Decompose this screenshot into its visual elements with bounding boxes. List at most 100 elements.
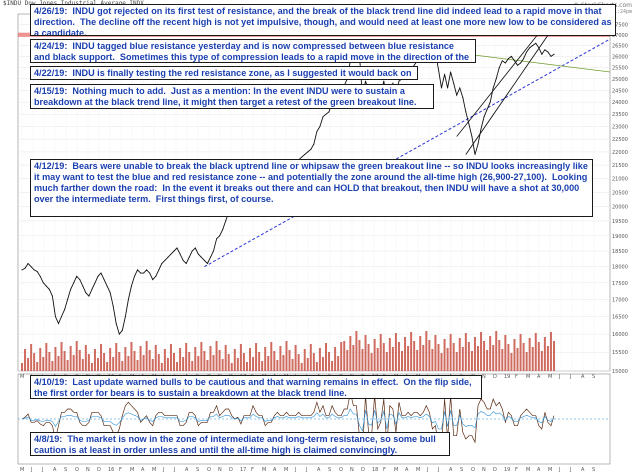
price-point bbox=[203, 259, 205, 261]
x-tick-label: D bbox=[493, 374, 497, 380]
note-4-15: 4/15/19: Nothing much to add. Just as a … bbox=[30, 84, 434, 109]
price-point bbox=[88, 295, 90, 297]
x-tick-label-lower: A bbox=[141, 467, 145, 473]
y-tick-label: 25000 bbox=[612, 77, 628, 83]
volume-bar bbox=[510, 353, 513, 371]
volume-bar bbox=[221, 359, 224, 371]
x-tick-label-lower: N bbox=[218, 467, 222, 473]
price-point bbox=[541, 53, 543, 55]
volume-bar bbox=[349, 336, 352, 371]
x-tick-label: M bbox=[548, 374, 552, 380]
volume-bar bbox=[407, 346, 410, 371]
x-tick-label: J bbox=[558, 374, 560, 380]
price-point bbox=[140, 272, 142, 274]
x-tick-label-lower: M bbox=[548, 467, 552, 473]
y-tick-label: 19000 bbox=[612, 234, 628, 240]
volume-bar bbox=[477, 346, 479, 371]
price-point bbox=[64, 309, 66, 311]
volume-bar bbox=[394, 333, 397, 371]
volume-bar bbox=[166, 358, 169, 371]
x-tick-label: 19 bbox=[504, 374, 510, 380]
price-point bbox=[319, 126, 321, 128]
price-point bbox=[553, 53, 555, 55]
price-point bbox=[109, 292, 111, 294]
volume-bar bbox=[522, 343, 525, 371]
price-point bbox=[468, 123, 470, 125]
note-4-8: 4/8/19: The market is now in the zone of… bbox=[30, 432, 450, 456]
volume-bar bbox=[36, 362, 39, 371]
volume-bar bbox=[261, 361, 264, 371]
price-point bbox=[517, 64, 519, 66]
y-tick-label: 23500 bbox=[612, 112, 628, 118]
price-point bbox=[82, 285, 84, 287]
price-point bbox=[365, 80, 367, 82]
volume-bar bbox=[446, 348, 449, 371]
volume-bar bbox=[291, 359, 294, 371]
volume-bar bbox=[21, 363, 23, 371]
volume-bar bbox=[315, 362, 318, 371]
volume-bar bbox=[525, 352, 528, 371]
x-tick-label-lower: O bbox=[207, 467, 211, 473]
price-point bbox=[179, 253, 181, 255]
y-tick-label: 18000 bbox=[612, 265, 628, 271]
y-tick-label: 20000 bbox=[612, 204, 628, 210]
x-tick-label: M bbox=[20, 374, 24, 380]
volume-bar bbox=[78, 350, 81, 371]
price-point bbox=[197, 253, 199, 255]
price-point bbox=[313, 143, 315, 145]
volume-bar bbox=[145, 341, 148, 371]
y-tick-label: 17000 bbox=[612, 297, 628, 303]
volume-bar bbox=[486, 350, 489, 371]
price-point bbox=[504, 62, 506, 64]
volume-bar bbox=[188, 352, 191, 371]
y-tick-label: 20500 bbox=[612, 190, 628, 196]
volume-bar bbox=[364, 335, 367, 371]
price-point bbox=[507, 58, 509, 60]
price-point bbox=[219, 235, 221, 237]
price-point bbox=[39, 275, 41, 277]
x-tick-label-lower: M bbox=[394, 467, 398, 473]
volume-bar bbox=[507, 344, 510, 371]
volume-bar bbox=[303, 349, 306, 371]
volume-bar bbox=[75, 341, 78, 371]
price-point bbox=[489, 101, 491, 103]
volume-bar bbox=[464, 333, 467, 371]
volume-bar bbox=[176, 362, 179, 371]
x-tick-label-lower: J bbox=[30, 467, 32, 473]
volume-bar bbox=[504, 335, 507, 371]
price-point bbox=[535, 42, 537, 44]
price-point bbox=[483, 116, 485, 118]
x-tick-label-lower: N bbox=[350, 467, 354, 473]
volume-bar bbox=[370, 353, 373, 371]
price-point bbox=[447, 87, 449, 89]
rsi-line bbox=[21, 392, 555, 452]
volume-bar bbox=[54, 347, 57, 371]
x-tick-label: S bbox=[592, 374, 595, 380]
volume-bar bbox=[127, 356, 130, 371]
note-4-10: 4/10/19: Last update warned bulls to be … bbox=[30, 375, 482, 399]
y-tick-label: 19500 bbox=[612, 219, 628, 225]
volume-bar bbox=[90, 363, 93, 371]
price-point bbox=[444, 73, 446, 75]
x-tick-label-lower: J bbox=[41, 467, 43, 473]
volume-bar bbox=[115, 343, 118, 371]
volume-bar bbox=[534, 333, 537, 371]
price-point bbox=[301, 156, 303, 158]
price-point bbox=[188, 256, 190, 258]
volume-bar bbox=[537, 342, 540, 371]
volume-bar bbox=[553, 341, 555, 371]
note-4-12: 4/12/19: Bears were unable to break the … bbox=[30, 159, 593, 217]
volume-bar bbox=[209, 346, 212, 371]
price-point bbox=[149, 272, 151, 274]
volume-bar bbox=[255, 343, 258, 371]
volume-bar bbox=[379, 334, 382, 371]
x-tick-label-lower: S bbox=[328, 467, 331, 473]
price-point bbox=[413, 64, 415, 66]
volume-bar bbox=[249, 348, 251, 371]
volume-bars bbox=[21, 331, 555, 371]
price-point bbox=[200, 256, 202, 258]
x-tick-label-lower: A bbox=[53, 467, 57, 473]
volume-bar bbox=[501, 349, 504, 371]
x-tick-label-lower: F bbox=[515, 467, 518, 473]
price-point bbox=[471, 136, 473, 138]
